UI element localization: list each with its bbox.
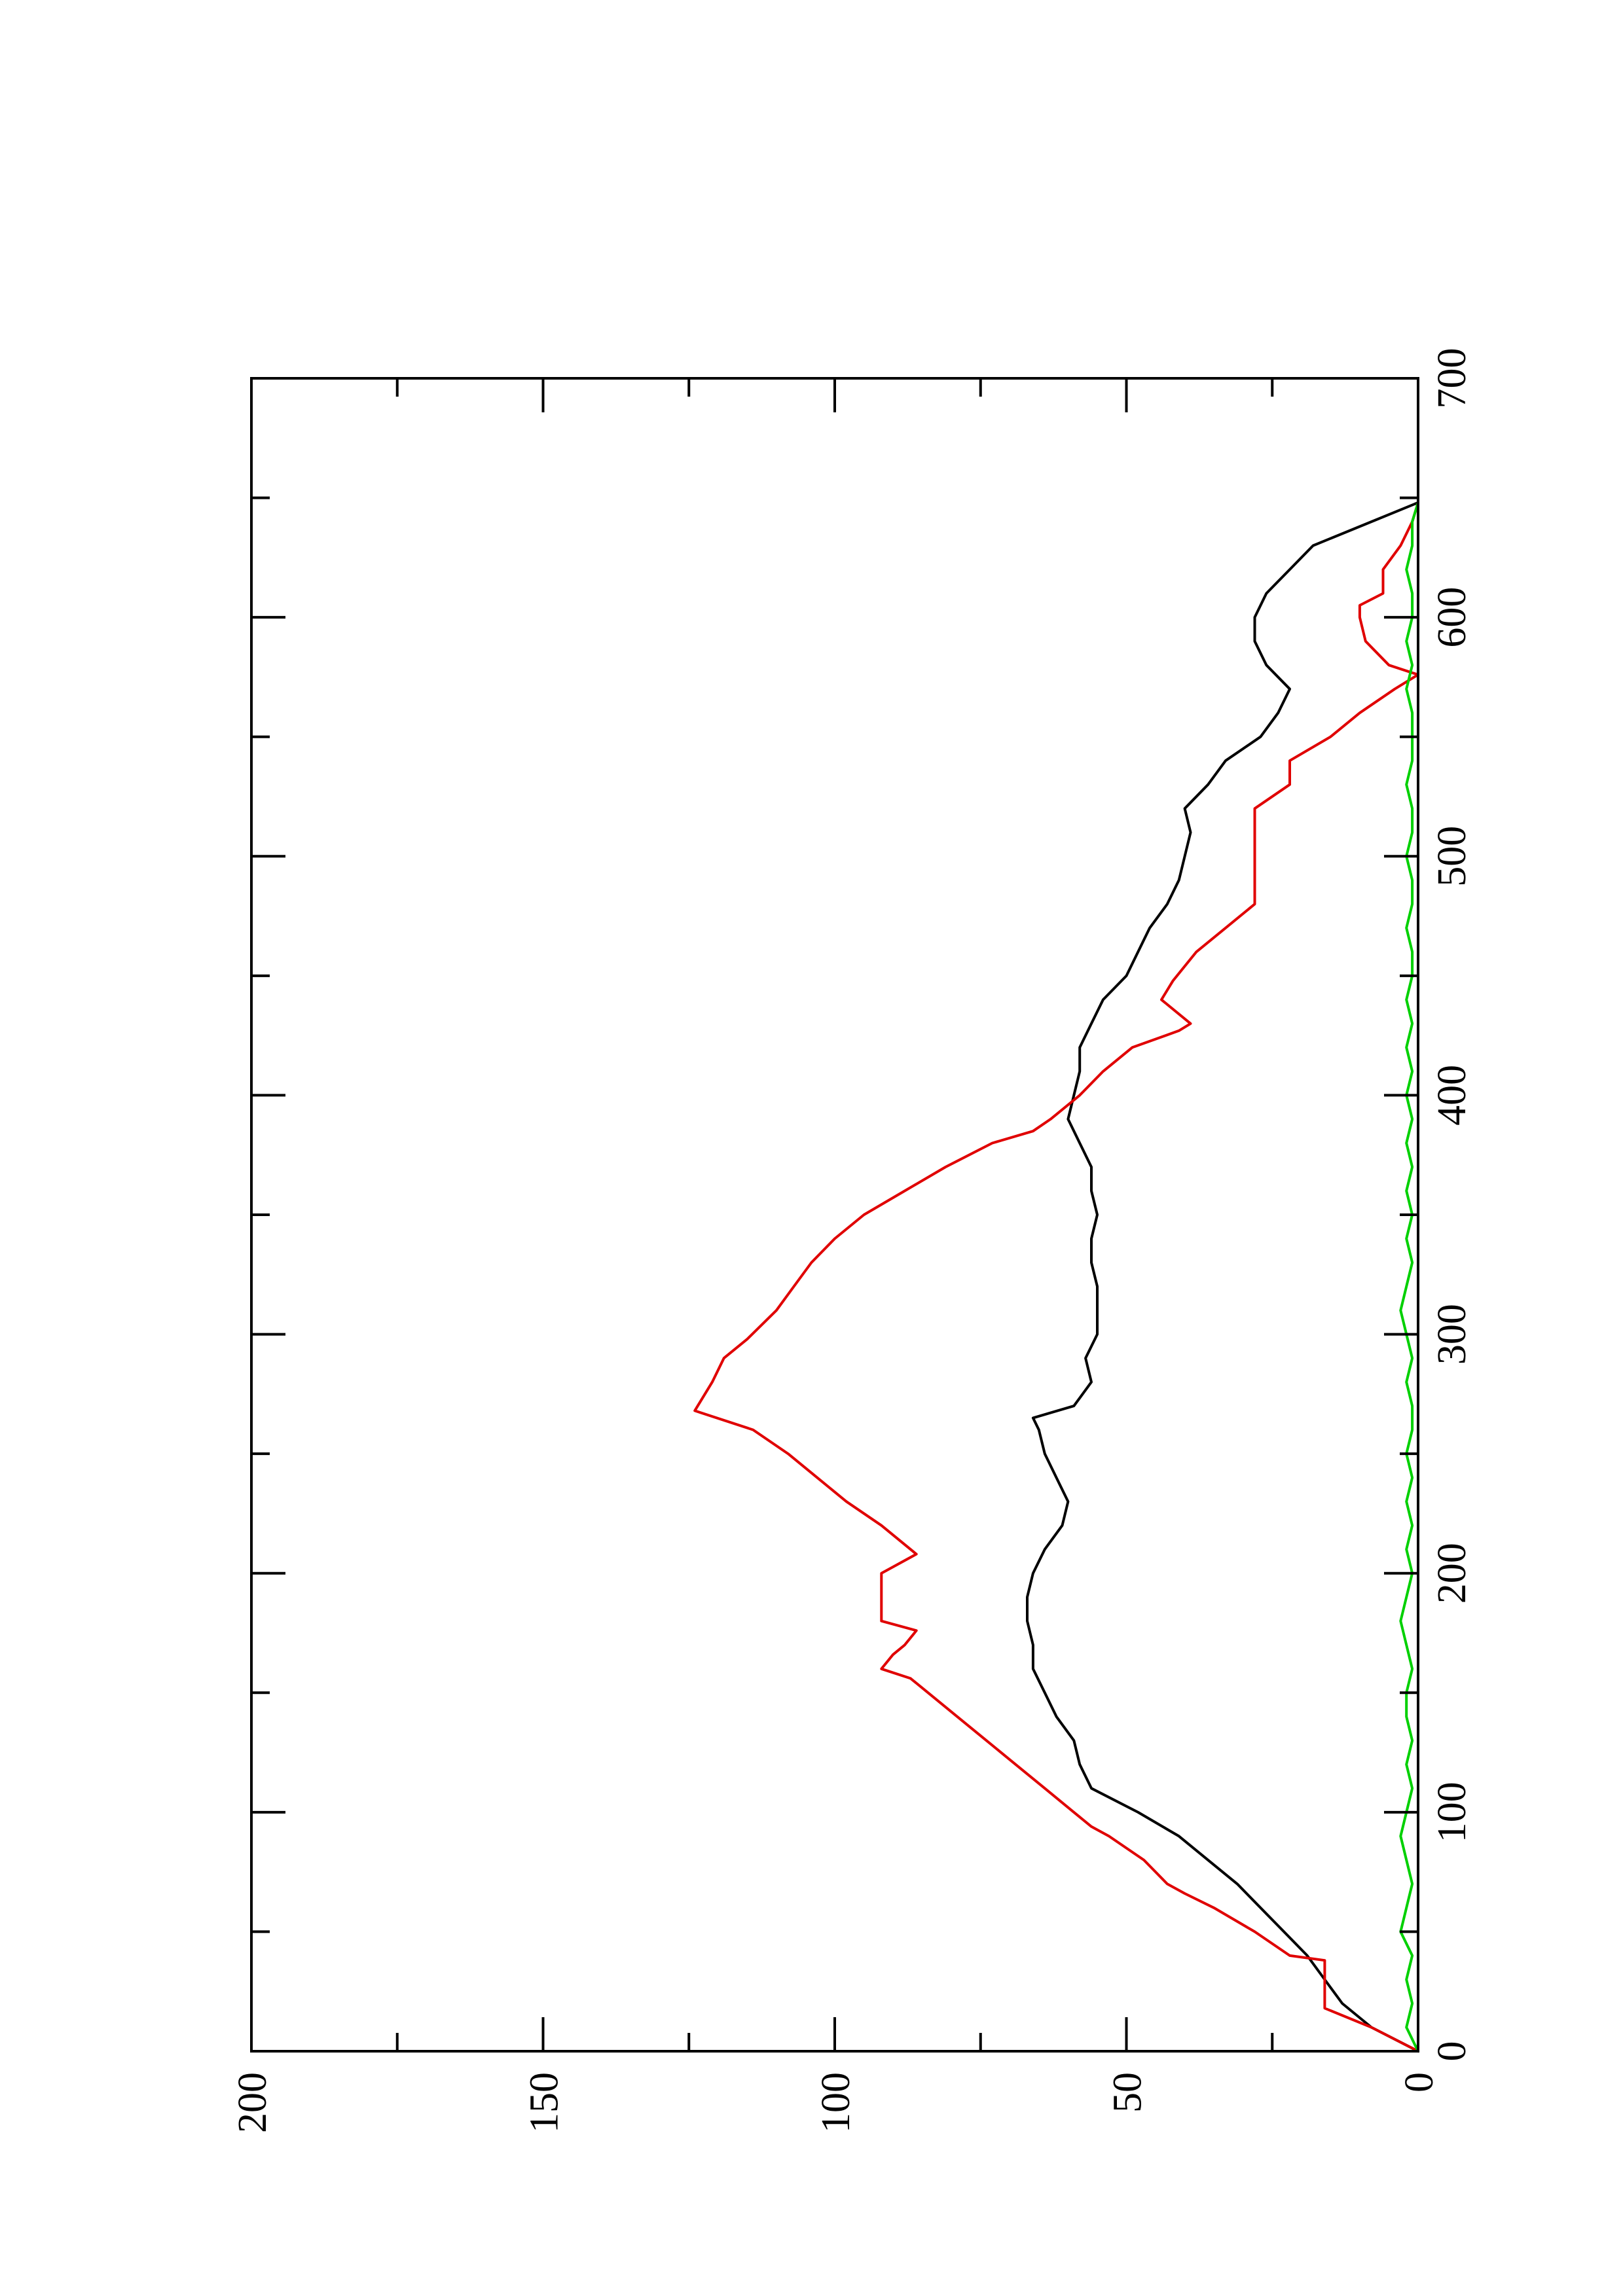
y-tick-label: 100 [814,2072,858,2133]
x-tick-label: 100 [1430,1782,1474,1842]
y-tick-label: 200 [230,2072,275,2133]
x-tick-label: 700 [1430,348,1474,409]
series-line-1 [1026,501,1419,2053]
series-line-2 [693,501,1419,2053]
plot-frame [250,377,1419,2053]
x-tick-label: 400 [1430,1065,1474,1126]
x-tick-label: 200 [1430,1543,1474,1604]
y-tick-label: 150 [522,2072,567,2133]
x-tick-label: 0 [1430,2041,1474,2062]
tick-labels-layer: 0 100 200 300 400 500 600 700 0 50 100 150 200 [230,348,1474,2134]
x-tick-label: 500 [1430,826,1474,887]
y-tick-label: 0 [1397,2072,1442,2092]
x-tick-label: 300 [1430,1304,1474,1365]
series-layer [693,501,1419,2053]
y-tick-label: 50 [1106,2072,1150,2113]
series-line-3 [1399,501,1419,2053]
x-tick-label: 600 [1430,587,1474,648]
